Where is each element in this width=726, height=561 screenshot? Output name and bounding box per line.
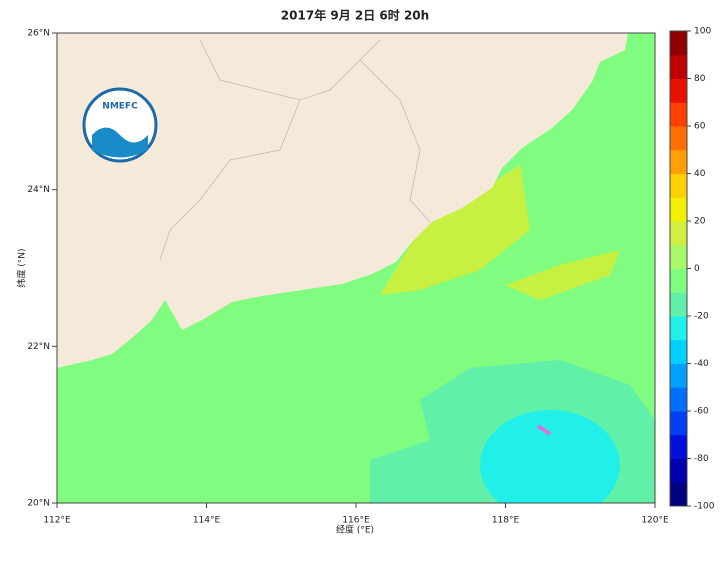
- colorbar-tick-label: 20: [694, 217, 706, 227]
- x-tick-label: 112°E: [43, 516, 71, 526]
- colorbar-tick-label: 80: [694, 74, 706, 84]
- x-axis-label: 经度 (°E): [336, 524, 374, 536]
- colorbar-bin: [670, 411, 687, 436]
- colorbar-bin: [670, 363, 687, 388]
- colorbar-tick-label: 60: [694, 122, 706, 132]
- colorbar-bin: [670, 78, 687, 103]
- logo-text: NMEFC: [102, 102, 138, 112]
- warm-zone: [380, 165, 530, 295]
- colorbar-bin: [670, 316, 687, 341]
- map-title: 2017年 9月 2日 6时 20h: [281, 8, 429, 23]
- y-tick-label: 26°N: [27, 29, 50, 39]
- colorbar-bin: [670, 268, 687, 293]
- colorbar-tick-label: -40: [694, 359, 709, 369]
- colorbar-tick-label: 40: [694, 169, 706, 179]
- colorbar-bin: [670, 126, 687, 151]
- province-border: [159, 39, 431, 261]
- x-tick-label: 120°E: [641, 516, 669, 526]
- x-tick-label: 116°E: [342, 516, 370, 526]
- land: [57, 33, 628, 368]
- colorbar-bin: [670, 458, 687, 483]
- colorbar-bin: [670, 31, 687, 56]
- colorbar-tick-label: -80: [694, 454, 709, 464]
- colorbar-bin: [670, 197, 687, 222]
- ticks: 112°E 114°E 116°E 118°E 120°E 20°N 22°N 24°N 26°…: [27, 29, 669, 526]
- colorbar-tick-label: -60: [694, 407, 709, 417]
- track: [536, 424, 552, 436]
- colorbar-bin: [670, 54, 687, 79]
- colorbar-bin: [670, 339, 687, 364]
- y-tick-label: 22°N: [27, 342, 50, 352]
- cold-core: [480, 410, 620, 503]
- colorbar-tick-label: 100: [694, 27, 711, 37]
- colorbar-bin: [670, 387, 687, 412]
- colorbar-tick-label: 0: [694, 264, 700, 274]
- colorbar-bin: [670, 244, 687, 269]
- colorbar-bin: [670, 102, 687, 127]
- x-tick-label: 114°E: [193, 516, 221, 526]
- colorbar-bin: [670, 434, 687, 459]
- colorbar-bin: [670, 292, 687, 317]
- colorbar-bin: [670, 149, 687, 174]
- colorbar-bin: [670, 173, 687, 198]
- colorbar-bin: [670, 221, 687, 246]
- colorbar-bin: [670, 482, 687, 507]
- colorbar-tick-label: -100: [694, 502, 715, 512]
- x-tick-label: 118°E: [492, 516, 520, 526]
- colorbar-tick-label: -20: [694, 312, 709, 322]
- y-tick-label: 24°N: [27, 185, 50, 195]
- map-field: [57, 33, 655, 503]
- logo: NMEFC: [82, 87, 158, 163]
- y-axis-label: 纬度 (°N): [16, 248, 28, 287]
- y-tick-label: 20°N: [27, 499, 50, 509]
- colorbar: 100 80 60 40 20 0 -20 -40 -60 -80 -100: [669, 27, 715, 512]
- logo-waves: [92, 127, 148, 158]
- warm-zone: [505, 250, 620, 300]
